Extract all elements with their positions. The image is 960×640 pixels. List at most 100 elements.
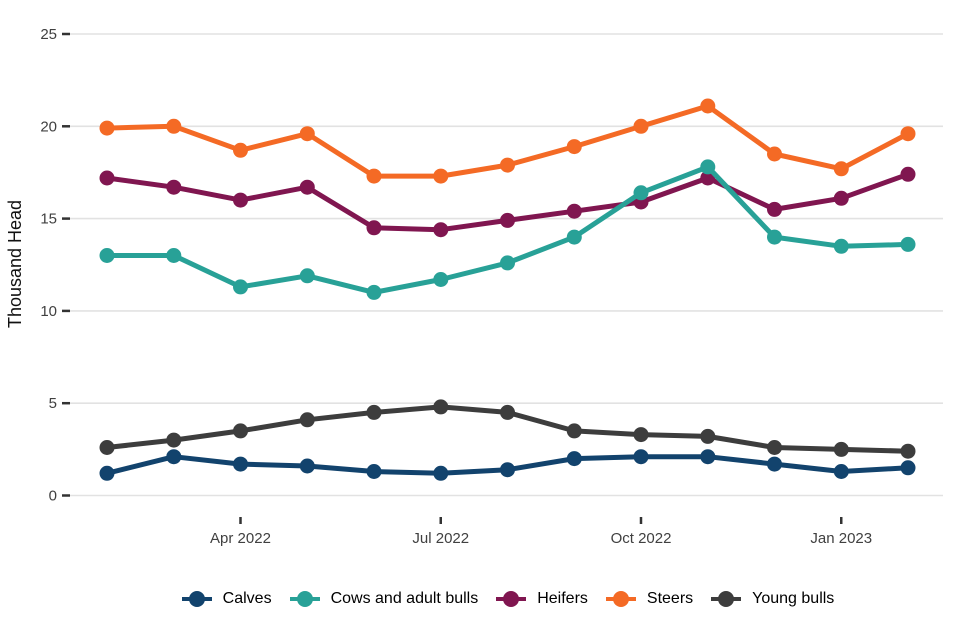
legend-marker-calves-icon — [181, 591, 212, 607]
legend-item-young-bulls: Young bulls — [711, 590, 834, 608]
legend-dot-heifers — [503, 591, 520, 607]
data-point-cows-and-adult-bulls-aug-2022 — [500, 255, 515, 271]
legend-label-young-bulls: Young bulls — [752, 590, 835, 607]
data-point-calves-oct-2022 — [633, 449, 649, 465]
data-point-steers-may-2022 — [299, 126, 315, 142]
data-point-steers-jun-2022 — [366, 168, 382, 184]
data-point-steers-feb-2022 — [99, 120, 115, 136]
legend-marker-steers-icon — [605, 591, 636, 607]
line-chart-canvas: Thousand Head 0 5 10 15 20 25 Apr 2022 Jul 2022… — [5, 26, 943, 547]
data-point-young-bulls-feb-2023 — [900, 443, 916, 459]
data-point-cows-and-adult-bulls-mar-2022 — [166, 248, 182, 263]
data-point-calves-jun-2022 — [366, 464, 382, 479]
data-point-young-bulls-feb-2022 — [99, 440, 115, 455]
legend-marker-heifers-icon — [496, 591, 527, 607]
y-tick-label-15: 15 — [40, 211, 57, 228]
series-cows-and-adult-bulls — [99, 159, 916, 300]
data-point-young-bulls-mar-2022 — [166, 432, 182, 448]
data-point-steers-aug-2022 — [500, 157, 515, 173]
data-point-calves-jan-2023 — [833, 464, 849, 479]
x-tick-label-apr-2022: Apr 2022 — [210, 530, 271, 547]
data-point-young-bulls-dec-2022 — [767, 440, 782, 455]
data-point-young-bulls-jun-2022 — [366, 404, 382, 420]
y-tick-label-10: 10 — [40, 303, 57, 320]
data-point-cows-and-adult-bulls-sep-2022 — [566, 229, 582, 245]
data-point-cows-and-adult-bulls-apr-2022 — [233, 279, 248, 295]
data-point-young-bulls-jan-2023 — [833, 441, 849, 457]
data-point-heifers-aug-2022 — [500, 212, 515, 228]
series-steers — [99, 98, 916, 184]
data-point-calves-aug-2022 — [500, 462, 515, 478]
data-point-cows-and-adult-bulls-feb-2022 — [99, 248, 115, 263]
data-point-steers-sep-2022 — [566, 139, 582, 155]
data-point-young-bulls-sep-2022 — [566, 423, 582, 439]
data-point-calves-dec-2022 — [767, 456, 782, 472]
data-point-cows-and-adult-bulls-nov-2022 — [700, 159, 716, 175]
legend-dot-calves — [188, 591, 205, 607]
data-point-calves-sep-2022 — [566, 451, 582, 467]
data-point-steers-apr-2022 — [233, 142, 248, 158]
data-point-calves-feb-2022 — [99, 465, 115, 481]
legend-item-cows-and-adult-bulls: Cows and adult bulls — [289, 590, 479, 608]
legend-label-steers: Steers — [646, 590, 694, 607]
legend-item-steers: Steers — [605, 590, 694, 608]
data-point-steers-jan-2023 — [833, 161, 849, 177]
data-point-young-bulls-nov-2022 — [700, 428, 716, 444]
data-point-young-bulls-aug-2022 — [500, 404, 515, 420]
data-point-heifers-jun-2022 — [366, 220, 382, 236]
data-point-cows-and-adult-bulls-feb-2023 — [900, 236, 916, 252]
data-point-cows-and-adult-bulls-dec-2022 — [767, 229, 782, 245]
data-point-heifers-feb-2022 — [99, 170, 115, 186]
legend-marker-cows-and-adult-bulls-icon — [289, 591, 320, 607]
series-young-bulls — [99, 399, 916, 459]
data-point-young-bulls-apr-2022 — [233, 423, 248, 439]
legend-dot-cows-and-adult-bulls — [296, 591, 313, 607]
legend-item-calves: Calves — [181, 590, 272, 608]
data-point-cows-and-adult-bulls-jun-2022 — [366, 284, 382, 300]
data-point-calves-jul-2022 — [433, 465, 449, 481]
y-tick-label-20: 20 — [40, 118, 57, 135]
data-point-cows-and-adult-bulls-may-2022 — [299, 268, 315, 284]
legend-marker-young-bulls-icon — [711, 591, 742, 607]
data-point-young-bulls-jul-2022 — [433, 399, 449, 415]
y-axis-title: Thousand Head — [5, 200, 25, 328]
y-tick-label-5: 5 — [49, 395, 57, 412]
data-point-calves-mar-2022 — [166, 449, 182, 465]
data-point-heifers-sep-2022 — [566, 203, 582, 219]
series-calves — [99, 449, 916, 481]
data-point-heifers-apr-2022 — [233, 192, 248, 208]
legend-label-heifers: Heifers — [537, 590, 588, 607]
legend-item-heifers: Heifers — [496, 590, 588, 608]
data-point-heifers-may-2022 — [299, 179, 315, 195]
x-tick-label-oct-2022: Oct 2022 — [611, 530, 672, 547]
data-point-steers-jul-2022 — [433, 168, 449, 184]
data-point-heifers-mar-2022 — [166, 179, 182, 195]
y-tick-label-0: 0 — [49, 488, 57, 505]
legend-label-cows-and-adult-bulls: Cows and adult bulls — [330, 590, 479, 607]
data-point-young-bulls-oct-2022 — [633, 427, 649, 443]
y-axis: 0 5 10 15 20 25 — [40, 26, 70, 505]
chart-legend: Calves Cows and adult bulls Heifers Steers Y… — [28, 590, 960, 608]
data-point-calves-nov-2022 — [700, 449, 716, 465]
data-point-steers-nov-2022 — [700, 98, 716, 114]
legend-label-calves: Calves — [222, 590, 272, 607]
data-point-steers-oct-2022 — [633, 118, 649, 134]
data-point-cows-and-adult-bulls-jan-2023 — [833, 238, 849, 254]
data-point-steers-mar-2022 — [166, 118, 182, 134]
data-point-heifers-jan-2023 — [833, 190, 849, 206]
data-point-young-bulls-may-2022 — [299, 412, 315, 428]
series-heifers — [99, 166, 916, 238]
x-tick-label-jul-2022: Jul 2022 — [412, 530, 469, 547]
legend-dot-young-bulls — [718, 591, 735, 607]
gridlines — [70, 33, 943, 497]
x-axis: Apr 2022 Jul 2022 Oct 2022 Jan 2023 — [210, 517, 872, 547]
data-point-heifers-feb-2023 — [900, 166, 916, 182]
data-point-heifers-jul-2022 — [433, 222, 449, 238]
data-point-calves-apr-2022 — [233, 456, 248, 472]
data-point-cows-and-adult-bulls-jul-2022 — [433, 272, 449, 287]
data-point-steers-dec-2022 — [767, 146, 782, 162]
series-line-cows-and-adult-bulls — [107, 164, 909, 295]
data-point-calves-may-2022 — [299, 458, 315, 474]
data-point-steers-feb-2023 — [900, 126, 916, 142]
